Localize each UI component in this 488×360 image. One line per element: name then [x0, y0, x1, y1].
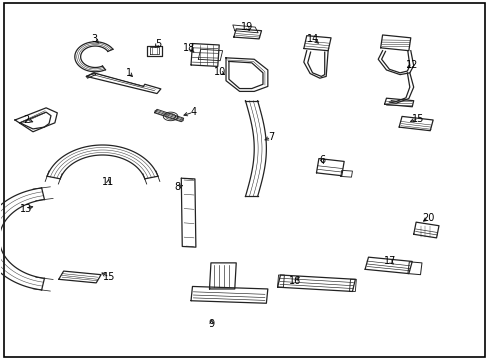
Text: 2: 2	[23, 115, 30, 125]
Text: 3: 3	[91, 34, 98, 44]
Text: 10: 10	[214, 67, 226, 77]
Text: 17: 17	[384, 256, 396, 266]
Text: 16: 16	[289, 276, 301, 286]
Text: 15: 15	[411, 113, 424, 123]
Text: 14: 14	[307, 34, 319, 44]
Text: 15: 15	[103, 272, 115, 282]
Text: 20: 20	[421, 212, 434, 222]
Text: 7: 7	[267, 132, 274, 142]
Text: 5: 5	[155, 39, 161, 49]
Text: 12: 12	[405, 60, 418, 70]
Text: 9: 9	[208, 319, 214, 329]
Text: 8: 8	[174, 182, 180, 192]
Text: 1: 1	[125, 68, 132, 78]
Text: 6: 6	[319, 156, 325, 165]
Text: 13: 13	[20, 203, 32, 213]
Text: 11: 11	[102, 177, 114, 187]
Text: 19: 19	[240, 22, 252, 32]
Text: 4: 4	[190, 107, 196, 117]
Text: 18: 18	[182, 43, 194, 53]
